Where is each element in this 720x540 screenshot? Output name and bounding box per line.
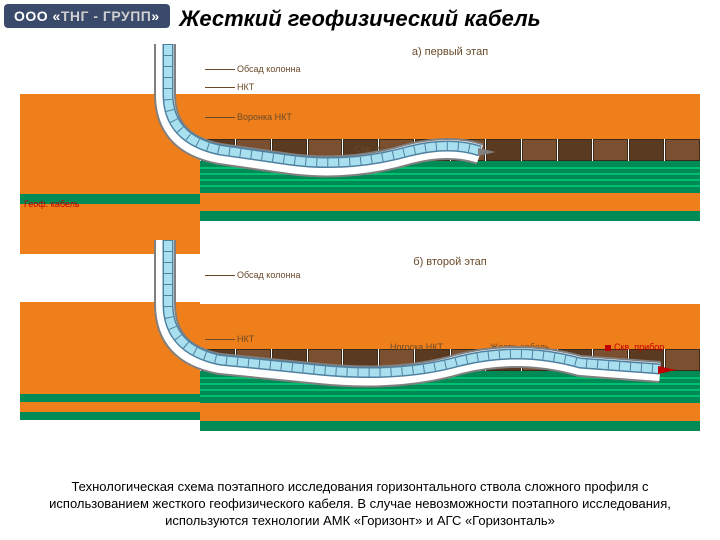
cable-svg <box>20 44 700 434</box>
caption: Технологическая схема поэтапного исследо… <box>40 479 680 530</box>
company-logo: ООО «ТНГ - ГРУПП» <box>4 4 170 28</box>
diagram-area: а) первый этап б) второй этап Обсад коло… <box>20 44 700 444</box>
